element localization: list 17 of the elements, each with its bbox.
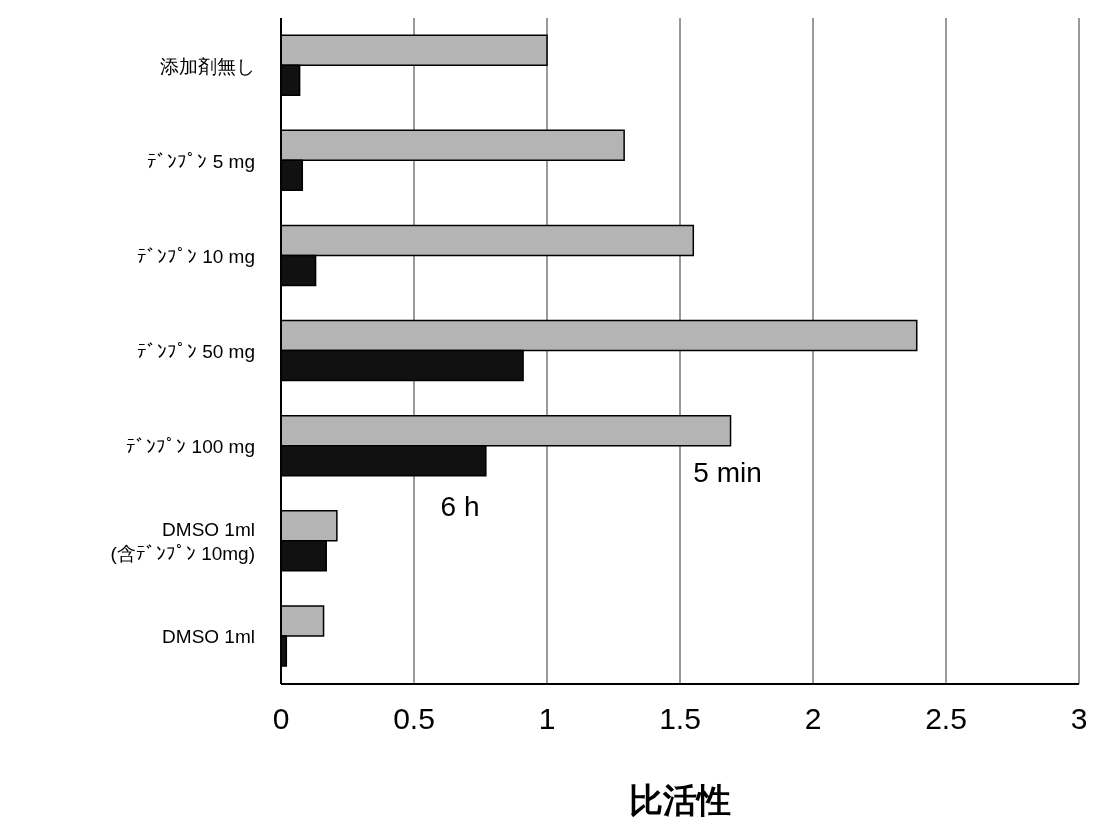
x-tick-label: 1: [538, 702, 556, 736]
x-tick-label: 0: [272, 702, 290, 736]
series-label: 6 h: [440, 490, 480, 522]
y-tick-label: DMSO 1ml (含ﾃﾞﾝﾌﾟﾝ 10mg): [110, 519, 255, 565]
y-tick-label: ﾃﾞﾝﾌﾟﾝ 10 mg: [136, 245, 255, 267]
y-tick-label: ﾃﾞﾝﾌﾟﾝ 100 mg: [126, 436, 255, 458]
x-tick-label: 1.5: [659, 702, 701, 736]
x-tick-label: 3: [1070, 702, 1088, 736]
x-tick-label: 2: [804, 702, 822, 736]
x-tick-label: 2.5: [925, 702, 967, 736]
x-axis-title: 比活性: [629, 781, 731, 819]
y-tick-label: ﾃﾞﾝﾌﾟﾝ 50 mg: [136, 341, 255, 362]
y-tick-label: DMSO 1ml: [162, 626, 255, 648]
y-tick-label: ﾃﾞﾝﾌﾟﾝ 5 mg: [147, 150, 255, 172]
series-label: 5 min: [693, 456, 762, 488]
x-tick-label: 0.5: [393, 702, 435, 736]
y-tick-label: 添加剤無し: [160, 55, 255, 77]
